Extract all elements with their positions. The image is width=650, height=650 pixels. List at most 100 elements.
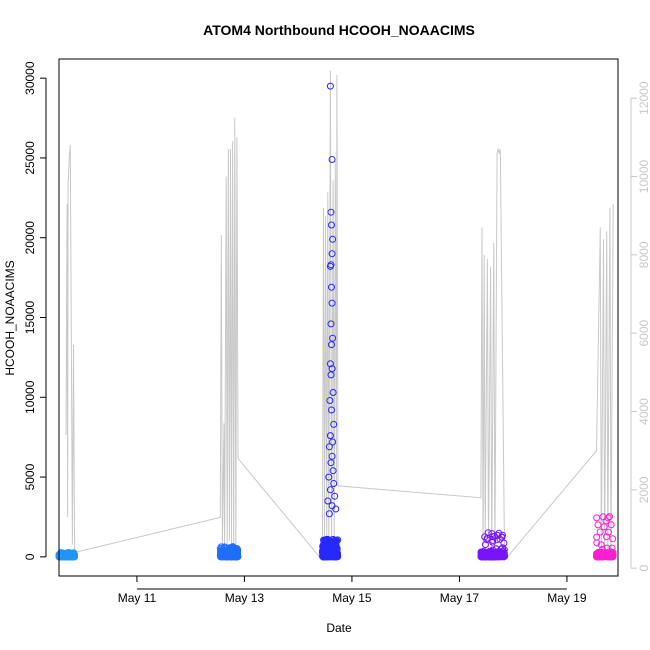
data-point — [593, 539, 601, 547]
data-point — [594, 521, 602, 529]
secondary-y-tick-label: 12000 — [637, 81, 650, 115]
data-point — [496, 535, 504, 543]
data-point — [498, 533, 506, 541]
data-point — [231, 551, 239, 559]
data-point — [330, 480, 338, 487]
data-point — [479, 548, 487, 556]
data-point — [605, 528, 612, 536]
data-point — [328, 156, 336, 163]
data-point — [323, 551, 331, 559]
data-point — [326, 397, 334, 404]
y-tick-label: 25000 — [23, 141, 37, 175]
y-tick-label: 20000 — [23, 221, 37, 255]
data-point — [331, 492, 339, 500]
y-tick-label: 30000 — [23, 61, 37, 95]
data-point — [65, 549, 73, 556]
data-point — [483, 549, 490, 557]
x-tick-label: May 13 — [225, 591, 265, 605]
data-point — [327, 459, 335, 467]
points-layer — [55, 82, 617, 561]
data-point — [484, 529, 492, 537]
data-point — [497, 551, 505, 559]
x-tick-label: May 11 — [118, 591, 157, 605]
x-tick-label: May 17 — [440, 591, 480, 605]
plot-frame — [58, 58, 619, 577]
data-point — [330, 547, 338, 555]
data-point — [326, 262, 334, 270]
data-point — [323, 536, 331, 544]
y-tick-label: 5000 — [23, 463, 37, 490]
data-point — [322, 541, 330, 549]
secondary-y-tick-label: 8000 — [637, 241, 650, 268]
data-point — [328, 221, 335, 229]
data-point — [609, 553, 617, 560]
data-point — [608, 544, 616, 552]
data-point — [483, 536, 491, 544]
data-point — [332, 551, 340, 559]
x-tick-label: May 15 — [332, 591, 372, 605]
data-point — [597, 541, 605, 549]
data-point — [481, 541, 489, 549]
data-point — [328, 250, 336, 258]
data-point — [328, 406, 335, 414]
data-point — [607, 521, 615, 529]
data-point — [499, 544, 507, 552]
y-tick-label: 0 — [23, 553, 37, 560]
data-point — [604, 514, 612, 522]
data-point — [325, 443, 333, 451]
data-point — [500, 539, 508, 547]
data-point — [327, 320, 335, 328]
data-point — [324, 497, 332, 505]
x-axis-label: Date — [326, 621, 352, 635]
x-tick-label: May 19 — [547, 591, 587, 605]
y-tick-label: 15000 — [23, 300, 37, 334]
data-point — [233, 545, 241, 552]
data-point — [329, 389, 337, 396]
data-point — [325, 473, 333, 481]
data-point — [593, 514, 601, 522]
data-point — [328, 452, 336, 460]
secondary-y-tick-label: 4000 — [637, 398, 650, 425]
data-point — [327, 371, 335, 379]
data-point — [594, 549, 602, 557]
data-point — [65, 553, 73, 561]
data-point — [328, 299, 336, 307]
data-point — [329, 334, 337, 342]
chart-title: ATOM4 Northbound HCOOH_NOAACIMS — [203, 22, 475, 38]
data-point — [599, 513, 607, 521]
data-point — [219, 552, 227, 560]
secondary-y-tick-label: 2000 — [637, 476, 650, 503]
data-point — [327, 208, 335, 216]
data-point — [609, 535, 617, 543]
data-point — [69, 552, 77, 560]
data-point — [488, 530, 496, 538]
data-point — [330, 420, 338, 428]
axes-layer: 0 5000 10000 15000 20000 25000 30000 0 2000 4000 6… — [23, 58, 650, 605]
data-point — [326, 432, 334, 440]
y-tick-label: 10000 — [23, 380, 37, 414]
data-point — [594, 552, 602, 560]
data-point — [332, 505, 340, 513]
data-point — [603, 533, 611, 541]
data-point — [329, 438, 337, 446]
data-point — [326, 360, 334, 368]
data-point — [607, 548, 614, 556]
data-point — [56, 553, 64, 561]
secondary-y-tick-label: 0 — [637, 565, 650, 572]
data-point — [326, 82, 334, 90]
data-point — [228, 550, 236, 558]
data-point — [329, 467, 337, 475]
y-axis-label: HCOOH_NOAACIMS — [3, 260, 17, 375]
secondary-y-tick-label: 10000 — [637, 159, 650, 193]
data-point — [328, 341, 335, 349]
data-point — [486, 550, 494, 558]
data-point — [328, 283, 335, 291]
data-point — [329, 235, 337, 243]
data-point — [600, 523, 608, 531]
data-point — [489, 538, 497, 546]
secondary-y-tick-label: 6000 — [637, 319, 650, 346]
data-point — [326, 486, 334, 494]
data-point — [596, 528, 604, 536]
